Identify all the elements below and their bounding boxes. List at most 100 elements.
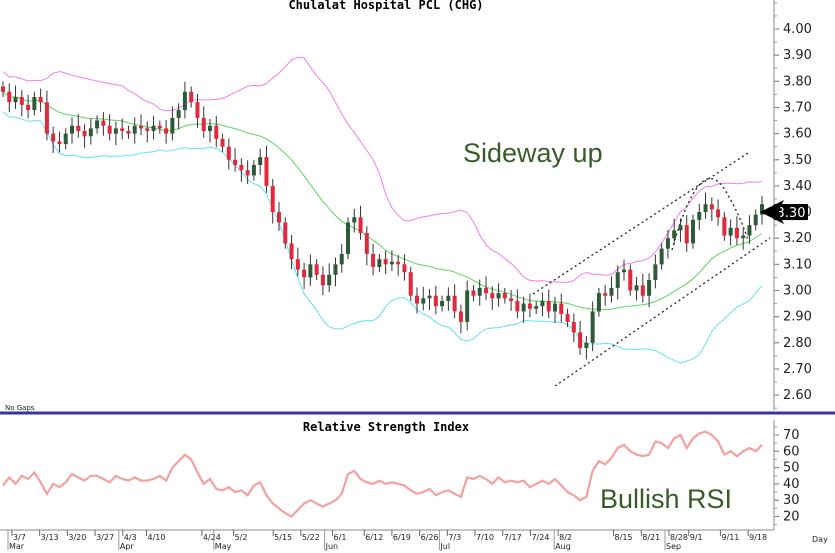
x-tick-label: 3/7 [13, 533, 26, 542]
candle-body [389, 261, 394, 265]
candle-body [258, 157, 263, 165]
price-tick-label: 3.70 [783, 100, 812, 115]
annotation-bullish-rsi: Bullish RSI [600, 484, 732, 514]
candle-body [19, 96, 24, 105]
candle-body [659, 248, 664, 265]
price-tick-label: 3.10 [783, 257, 812, 272]
candle-body [546, 300, 551, 312]
x-tick-label: 6/19 [393, 533, 411, 542]
last-price-box [774, 204, 808, 221]
candle-body [352, 217, 357, 223]
candle-body [208, 125, 212, 131]
candle-body [484, 287, 488, 294]
candle-body [63, 133, 68, 145]
x-tick-label: 3/13 [41, 533, 59, 542]
candle-body [540, 300, 545, 307]
candle-body [308, 264, 313, 278]
candle-body [182, 91, 187, 111]
candle-body [51, 133, 56, 142]
candle-body [82, 130, 87, 137]
candle-body [741, 235, 746, 239]
candle-body [634, 285, 639, 291]
candle-body [628, 269, 633, 291]
bollinger-bands [2, 56, 763, 364]
candle-body [364, 232, 369, 254]
last-price-marker: 3.30 [760, 200, 808, 225]
x-month-label: Jul [439, 542, 450, 551]
candle-body [452, 295, 457, 312]
candle-body [753, 214, 758, 226]
x-month-label: Jun [325, 542, 339, 551]
candle-body [553, 303, 557, 312]
candle-body [139, 125, 143, 129]
candle-body [760, 204, 764, 215]
x-tick-label: 7/10 [476, 533, 494, 542]
candle-body [189, 91, 194, 103]
candle-body [70, 125, 74, 134]
candle-body [157, 125, 162, 129]
candle-body [709, 204, 714, 210]
candle-body [339, 253, 344, 265]
candle-body [691, 219, 695, 244]
candle-body [653, 264, 658, 281]
candle-body [728, 227, 733, 236]
candle-body [672, 230, 677, 239]
rsi-series-line [2, 430, 763, 518]
candle-body [145, 128, 150, 131]
candle-body [402, 264, 407, 273]
x-tick-label: 7/17 [504, 533, 522, 542]
annotation-sideway-up: Sideway up [463, 138, 603, 168]
rsi-tick-label: 40 [783, 477, 800, 492]
candle-body [195, 102, 200, 118]
candle-body [396, 261, 401, 265]
rsi-tick-label: 20 [783, 510, 800, 525]
price-tick-label: 2.80 [783, 336, 812, 351]
candle-body [314, 264, 319, 275]
x-tick-label: 3/20 [68, 533, 86, 542]
x-axis-unit: Day [812, 535, 828, 544]
x-tick-label: 6/12 [365, 533, 383, 542]
rsi-line [2, 430, 763, 518]
x-tick-label: 6/26 [421, 533, 439, 542]
x-month-label: May [215, 542, 232, 551]
candle-body [465, 290, 470, 322]
rsi-tick-label: 50 [783, 461, 800, 476]
candle-body [647, 280, 652, 296]
trend-channel [532, 152, 771, 387]
candle-body [509, 298, 514, 301]
candle-body [151, 125, 156, 131]
candle-body [88, 128, 93, 137]
x-tick-label: 7/24 [531, 533, 549, 542]
candle-body [527, 303, 532, 309]
candle-body [239, 164, 244, 171]
candle-body [578, 332, 583, 349]
pointer-arrow-icon [760, 200, 784, 225]
candle-body [264, 157, 269, 186]
candle-body [176, 110, 181, 118]
candle-body [333, 264, 338, 275]
candle-body [440, 300, 445, 307]
candle-body [515, 300, 520, 312]
x-tick-label: 4/3 [124, 533, 137, 542]
candle-body [13, 96, 18, 103]
rsi-tick-label: 70 [783, 428, 800, 443]
candle-body [277, 212, 281, 223]
x-month-label: Mar [9, 542, 25, 551]
price-tick-label: 3.00 [783, 284, 812, 299]
candle-body [164, 128, 169, 134]
x-tick-label: 8/21 [642, 533, 660, 542]
rsi-tick-label: 30 [783, 493, 800, 508]
candle-body [477, 287, 482, 296]
lower-band-line [2, 111, 763, 364]
channel-upper-line [532, 152, 749, 295]
x-tick-label: 8/2 [559, 533, 572, 542]
candle-body [640, 285, 645, 296]
last-price-label: 3.30 [777, 206, 806, 221]
x-month-label: Sep [666, 542, 681, 551]
candle-body [32, 96, 37, 111]
candle-body [26, 104, 31, 111]
price-tick-label: 3.60 [783, 127, 812, 142]
candle-body [678, 225, 683, 231]
candle-body [1, 86, 5, 92]
